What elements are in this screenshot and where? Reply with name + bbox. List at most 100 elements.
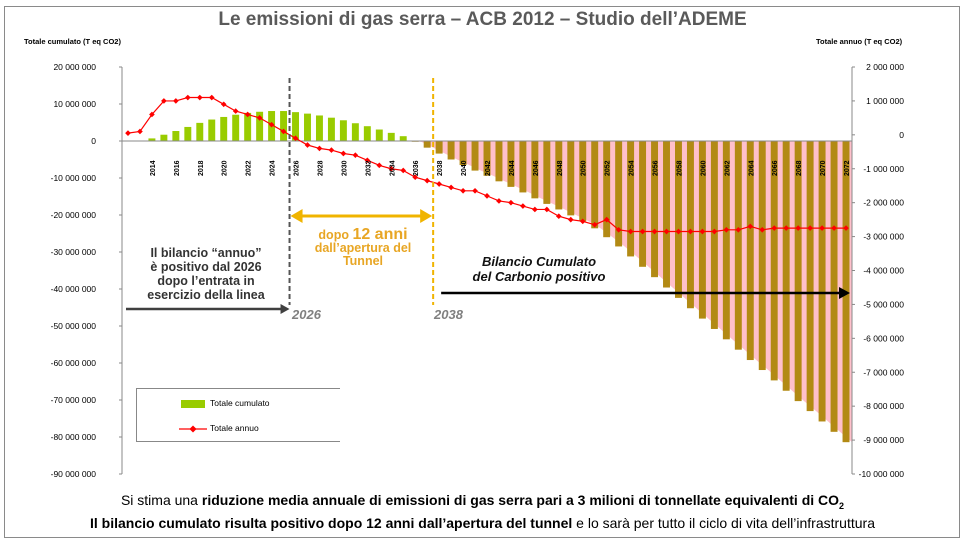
arrow-twelve-right-head (420, 209, 433, 223)
annual-point (472, 187, 478, 194)
left-tick-label: -60 000 000 (51, 358, 97, 368)
annual-point (555, 213, 562, 220)
right-tick-label: -4 000 000 (863, 266, 904, 276)
x-tick-label: 2070 (820, 160, 827, 176)
cumulative-bar (818, 141, 826, 422)
x-tick-label: 2028 (317, 160, 324, 176)
cumulative-bar (387, 132, 395, 141)
x-tick-label: 2040 (461, 160, 468, 176)
cumulative-bar (172, 131, 180, 141)
annotation-annual-balance: Il bilancio “annuo” è positivo dal 2026 … (124, 246, 288, 302)
left-tick-label: 0 (91, 136, 96, 146)
right-tick-label: 1 000 000 (866, 96, 904, 106)
annual-point (819, 225, 825, 231)
annotation-line: del Carbonio positivo (472, 269, 606, 284)
cumulative-bar (435, 141, 443, 154)
cumulative-bar (196, 122, 204, 141)
legend-label: Totale annuo (210, 423, 259, 433)
cumulative-bar (531, 141, 539, 199)
legend-swatch-line (179, 425, 207, 433)
cumulative-bar (184, 126, 192, 141)
annual-point (256, 115, 263, 121)
legend-item-annuo: Totale annuo (137, 422, 337, 436)
cumulative-bar (304, 113, 311, 141)
cumulative-bar (208, 119, 216, 141)
cumulative-bar (615, 141, 623, 247)
left-tick-label: 20 000 000 (53, 62, 96, 72)
cumulative-bar (447, 141, 455, 160)
cumulative-bar (519, 141, 527, 193)
annual-point (520, 203, 526, 209)
cumulative-bar (471, 141, 479, 171)
annual-point (747, 223, 754, 230)
x-tick-label: 2030 (341, 160, 348, 176)
annual-point (579, 218, 586, 225)
arrow-twelve-left-head (290, 209, 303, 223)
arrow-carbon-head (839, 287, 850, 299)
x-tick-label: 2016 (174, 160, 181, 176)
cumulative-bar (603, 141, 611, 238)
cumulative-bar (675, 141, 682, 298)
cumulative-bar (220, 116, 228, 141)
annual-point (687, 228, 694, 235)
annual-point (352, 152, 359, 159)
annotation-line: è positivo dal 2026 (150, 260, 262, 274)
cumulative-bar (543, 141, 551, 204)
footer-line-1: Si stima una riduzione media annuale di … (0, 492, 965, 511)
x-tick-label: 2038 (437, 160, 444, 176)
x-tick-label: 2050 (581, 160, 588, 176)
cumulative-bar (746, 141, 754, 361)
cumulative-bar (280, 111, 288, 141)
right-tick-label: -5 000 000 (863, 299, 904, 309)
right-tick-label: -3 000 000 (863, 232, 904, 242)
cumulative-bar (567, 141, 575, 216)
annual-point (125, 130, 131, 136)
footer-bold-text: riduzione media annuale di emissioni di … (201, 492, 840, 508)
annual-point (340, 150, 347, 157)
annotation-line: Tunnel (342, 254, 384, 268)
x-tick-label: 2056 (653, 160, 660, 176)
annual-point (603, 216, 610, 223)
annual-point (412, 174, 419, 181)
x-tick-label: 2072 (844, 160, 851, 176)
annual-point (280, 128, 287, 135)
annual-point (268, 121, 275, 128)
annual-point (699, 228, 706, 235)
annual-point (232, 108, 239, 114)
cumulative-bar (327, 117, 335, 141)
left-tick-label: 10 000 000 (53, 99, 96, 109)
x-tick-label: 2066 (772, 160, 779, 176)
annual-point (759, 226, 766, 233)
annotation-line: Bilancio Cumulato (481, 254, 597, 269)
left-tick-label: -50 000 000 (51, 321, 97, 331)
annual-point (783, 225, 790, 231)
right-tick-label: -1 000 000 (863, 164, 904, 174)
footer-text: e lo sarà per tutto il ciclo di vita del… (572, 515, 875, 531)
x-tick-label: 2054 (629, 160, 636, 176)
cumulative-bar (627, 141, 635, 257)
cumulative-bar (256, 111, 264, 141)
x-tick-label: 2014 (150, 160, 157, 176)
annual-point (292, 135, 299, 142)
footer-line-2: Il bilancio cumulato risulta positivo do… (0, 515, 965, 531)
annual-point (771, 225, 778, 231)
x-tick-label: 2032 (365, 160, 372, 176)
footer-text: Si stima una (120, 492, 202, 508)
right-tick-label: -6 000 000 (863, 333, 904, 343)
annual-point (400, 167, 407, 174)
slide-frame (4, 6, 960, 538)
cumulative-bar (686, 141, 694, 309)
annual-point (831, 225, 837, 231)
annual-point (627, 228, 634, 235)
annual-point (496, 198, 502, 204)
cumulative-bar (806, 141, 814, 412)
annual-point (795, 225, 801, 231)
annual-point (723, 226, 730, 233)
annual-point (328, 147, 335, 153)
annual-point (675, 228, 682, 235)
annual-point (184, 94, 191, 101)
right-tick-label: -10 000 000 (859, 469, 905, 479)
cumulative-bar (292, 112, 299, 141)
